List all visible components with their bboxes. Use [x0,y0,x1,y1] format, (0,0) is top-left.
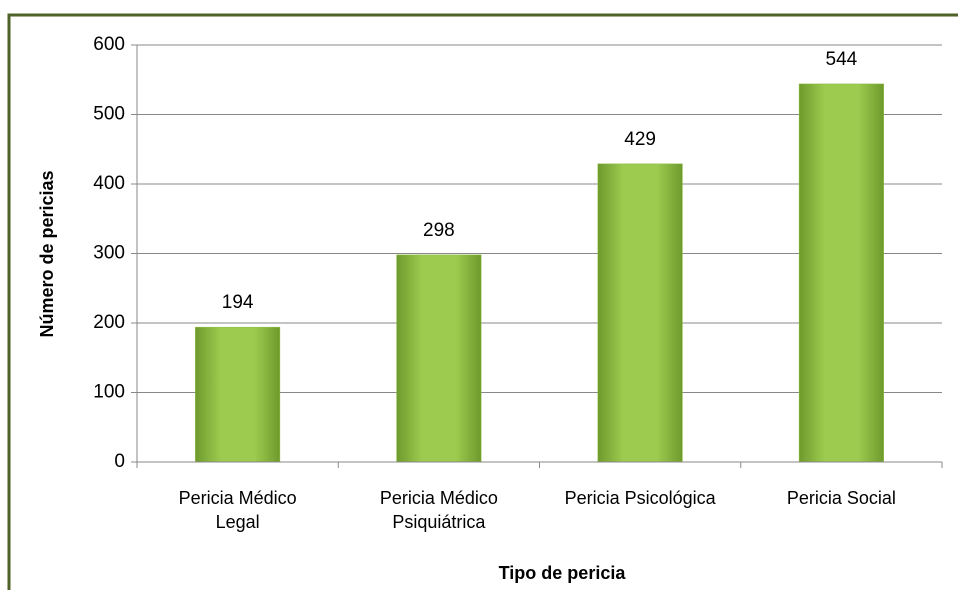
x-axis-title: Tipo de pericia [499,563,627,583]
y-tick-label: 500 [93,104,125,125]
x-tick-label: Pericia Psicológica [564,488,716,508]
bar [597,163,683,463]
x-tick-label: Pericia Médico Legal [178,488,297,532]
bar [798,83,884,463]
y-tick-label: 0 [114,451,125,472]
y-tick-label: 400 [93,173,125,194]
data-label: 194 [222,292,254,313]
x-tick-label: Pericia Social [786,488,896,508]
y-tick-label: 300 [93,243,125,264]
x-tick-label: Pericia Médico Psiquiátrica [379,488,498,532]
y-tick-label: 100 [93,382,125,403]
data-label: 429 [624,129,656,150]
frame [7,13,958,590]
y-tick-label: 200 [93,312,125,333]
bar [195,326,281,463]
data-label: 298 [423,220,455,241]
data-label: 544 [826,49,858,70]
y-axis-title: Número de pericias [37,170,57,337]
y-tick-label: 600 [93,34,125,55]
bar [396,254,482,463]
